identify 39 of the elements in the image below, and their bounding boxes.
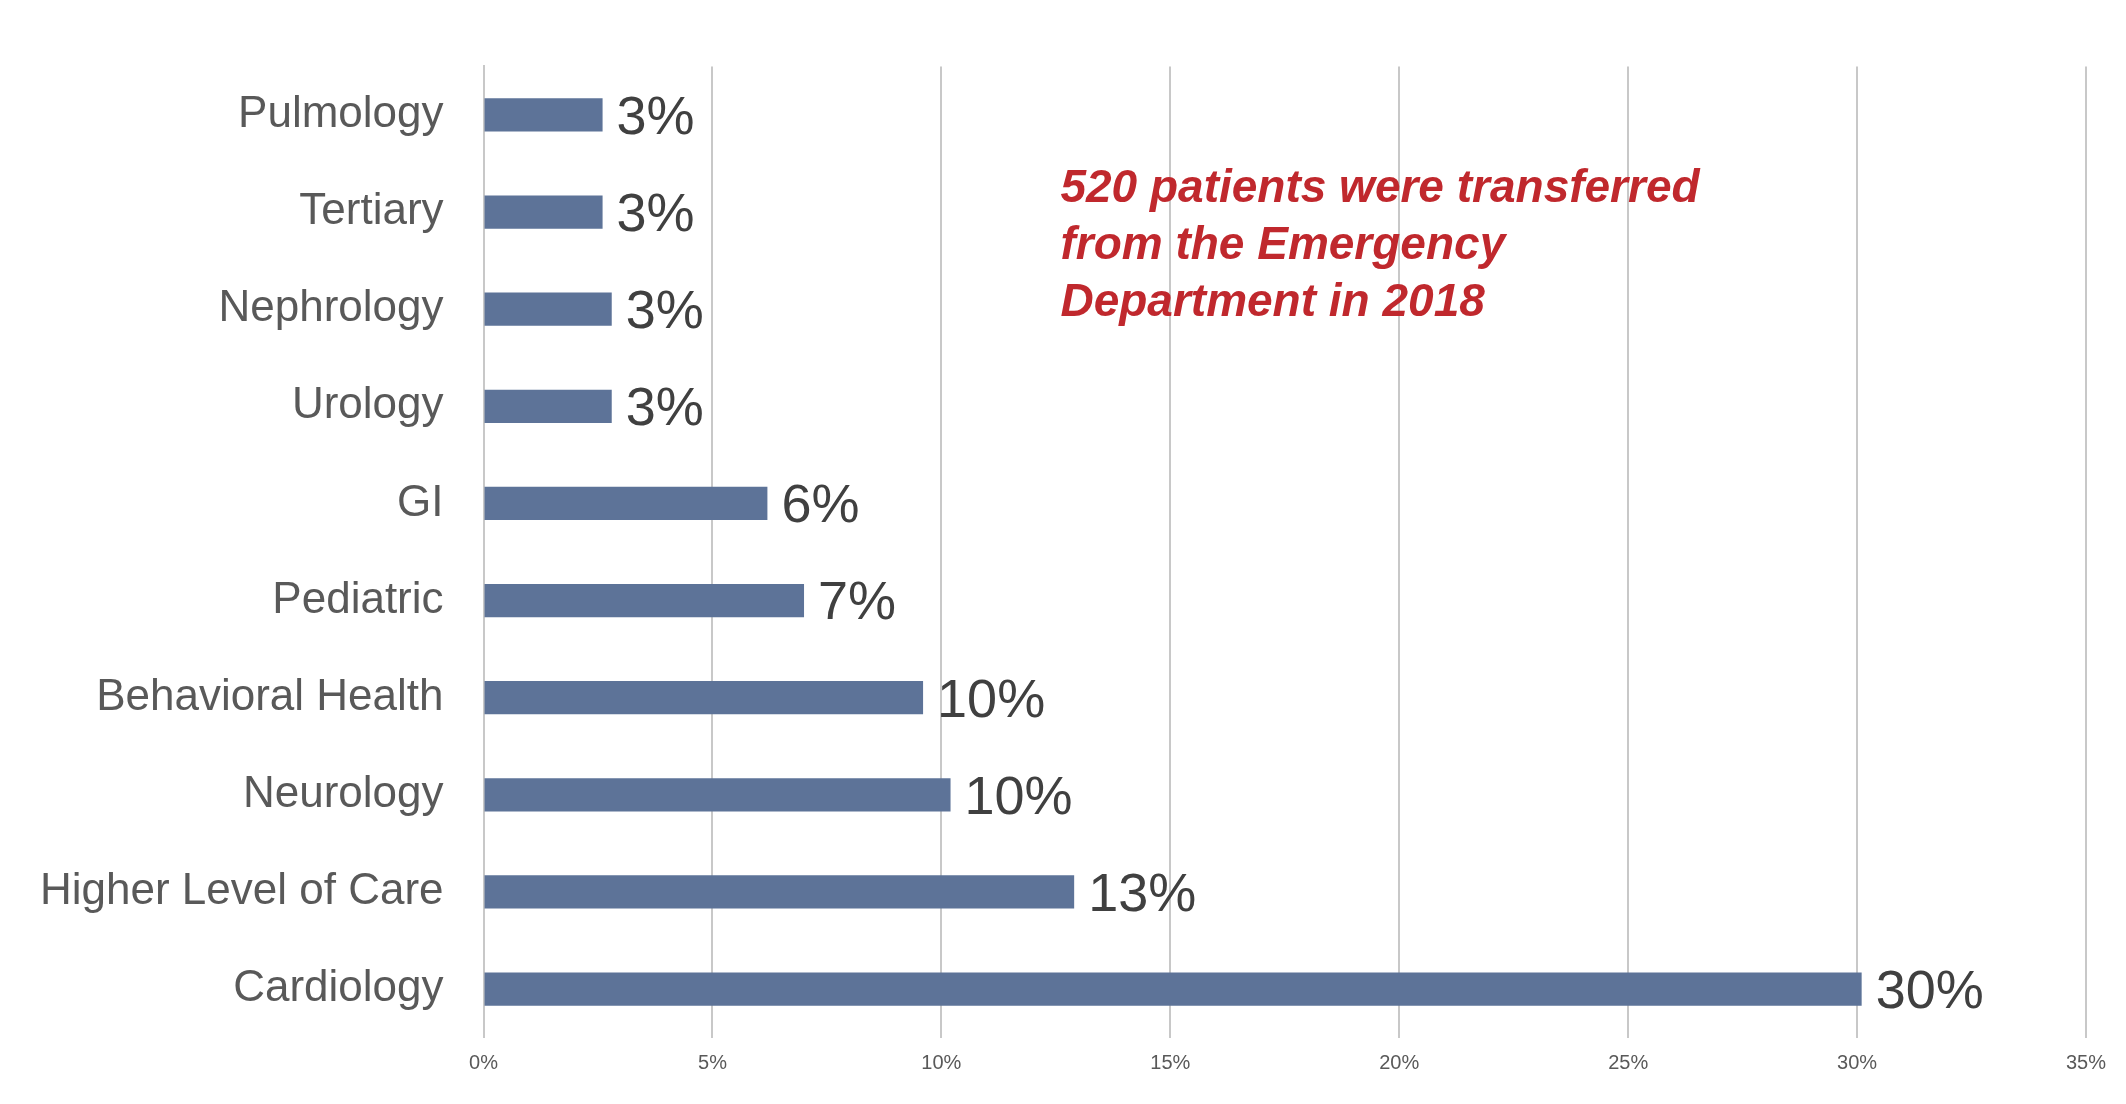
x-tick-label: 15% <box>1150 1051 1191 1074</box>
data-label: 13% <box>1088 861 1197 922</box>
data-label: 3% <box>625 376 704 437</box>
x-tick-label: 10% <box>921 1051 962 1074</box>
data-label: 10% <box>937 667 1046 728</box>
bar <box>484 98 603 132</box>
y-tick-label: Tertiary <box>299 184 444 234</box>
y-tick-label: Higher Level of Care <box>39 864 444 914</box>
y-tick-label: Urology <box>291 378 444 428</box>
data-label: 30% <box>1875 958 1984 1019</box>
bar <box>484 583 805 618</box>
x-tick-label: 35% <box>2065 1051 2107 1074</box>
data-label: 10% <box>964 764 1073 825</box>
data-label: 3% <box>625 279 704 340</box>
data-label: 6% <box>781 473 860 534</box>
bar <box>484 875 1075 909</box>
bar <box>484 486 768 521</box>
bar <box>484 778 951 812</box>
y-tick-label: Cardiology <box>233 961 444 1011</box>
bar <box>484 195 603 229</box>
y-tick-label: Pediatric <box>272 572 444 622</box>
data-label: 3% <box>616 181 695 242</box>
x-tick-label: 20% <box>1379 1051 1420 1074</box>
x-tick-label: 30% <box>1837 1051 1878 1074</box>
data-label: 7% <box>818 570 897 631</box>
y-tick-label: Nephrology <box>218 281 444 331</box>
y-tick-label: GI <box>397 475 444 525</box>
annotation: 520 patients were transferred from the Emergency Department in 2018 <box>1060 160 1701 327</box>
x-tick-label: 0% <box>469 1051 499 1074</box>
bar <box>484 972 1862 1006</box>
bar <box>484 389 612 423</box>
y-tick-label: Behavioral Health <box>96 669 444 719</box>
y-tick-label: Pulmology <box>238 87 444 137</box>
bar <box>484 292 612 326</box>
x-tick-label: 25% <box>1608 1051 1649 1074</box>
x-tick-label: 5% <box>698 1051 728 1074</box>
data-label: 3% <box>616 84 695 145</box>
y-tick-label: Neurology <box>242 766 444 816</box>
bar <box>484 681 924 715</box>
